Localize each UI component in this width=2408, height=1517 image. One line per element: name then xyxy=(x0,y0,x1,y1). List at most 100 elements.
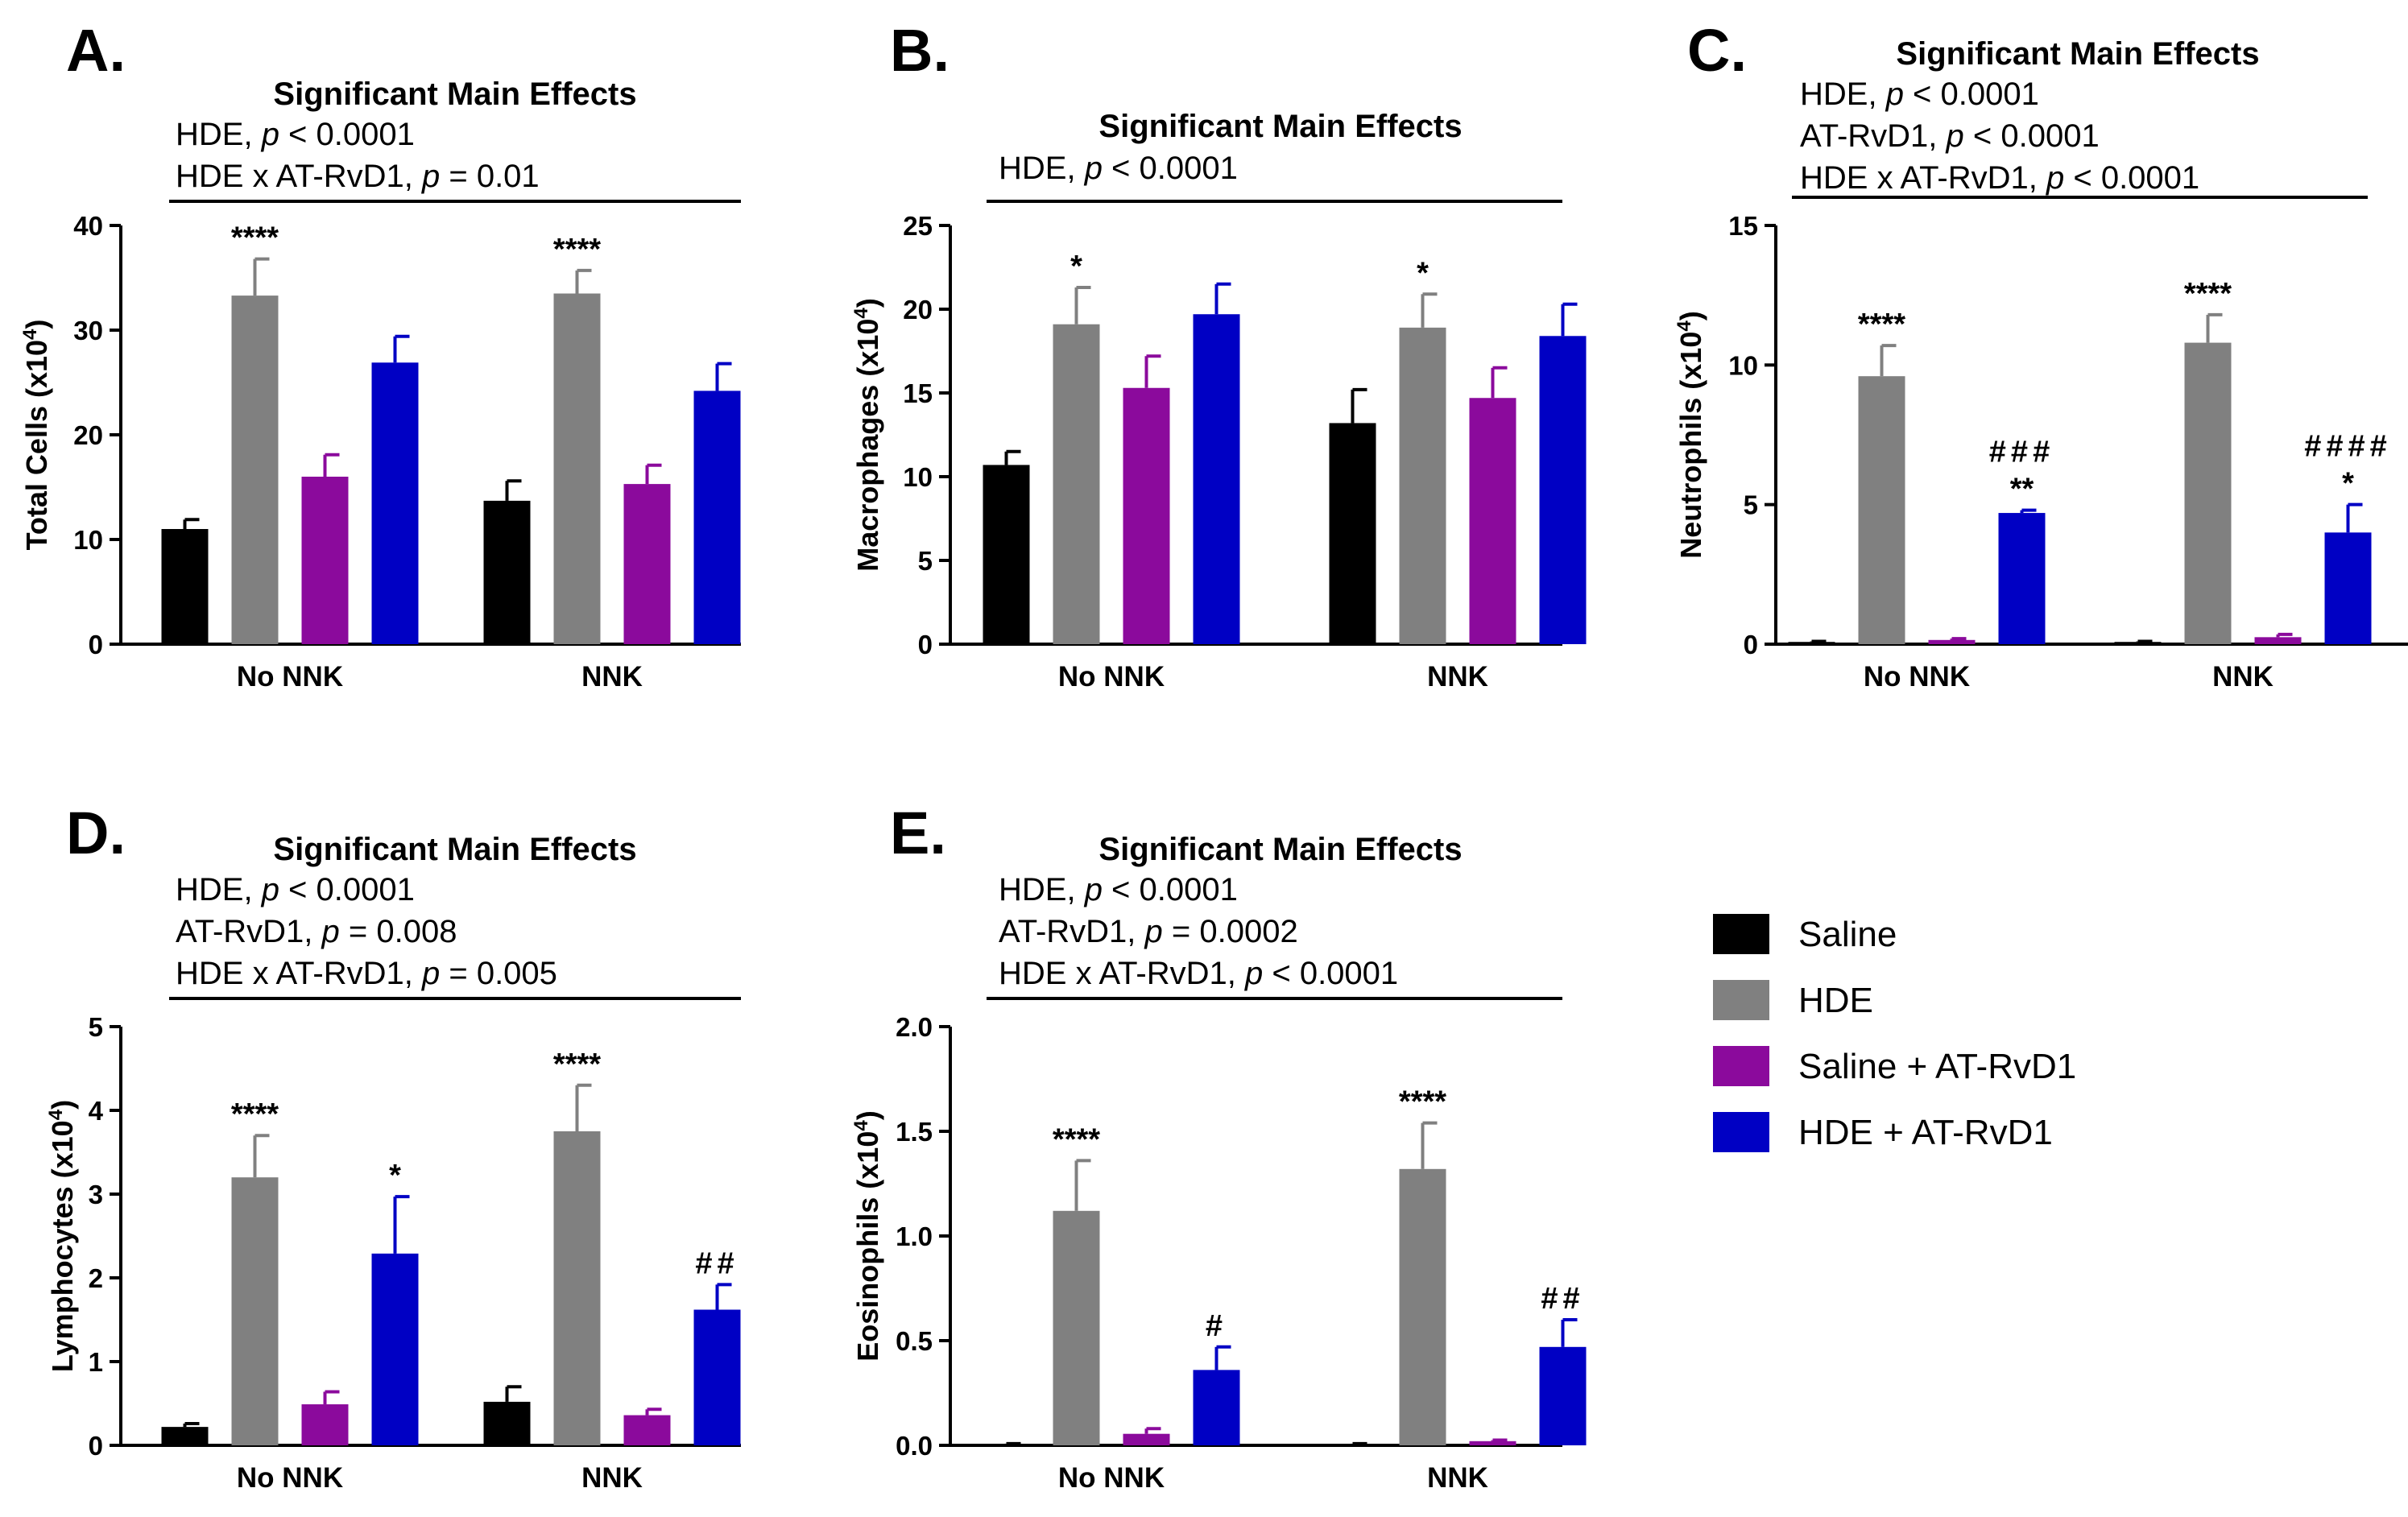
panel-c-no-nnk-s1-bar xyxy=(1858,376,1905,644)
legend-item-hde-atrvd1: HDE + AT-RvD1 xyxy=(1713,1112,2053,1152)
legend-swatch-saline xyxy=(1713,914,1769,954)
legend-swatch-hde-atrvd1 xyxy=(1713,1112,1769,1152)
panel-c-nnk-s3-significance-1: #### xyxy=(2304,430,2392,464)
panel-d: D. Significant Main Effects HDE, p < 0.000… xyxy=(45,800,741,1494)
panel-b-no-nnk-s1-significance-0: * xyxy=(1070,250,1082,283)
panel-d-ytick-label-0: 0 xyxy=(89,1431,103,1461)
panel-b-letter: B. xyxy=(890,17,950,84)
panel-d-ytick-label-2: 2 xyxy=(89,1263,103,1293)
panel-c-no-nnk-s3-bar xyxy=(1998,513,2046,644)
panel-c-nnk-s2-bar xyxy=(2254,637,2302,644)
panel-d-nnk-s1-bar xyxy=(553,1131,601,1445)
panel-d-effect-1: AT-RvD1, p = 0.008 xyxy=(176,914,457,949)
panel-a-nnk-s2-bar xyxy=(623,484,671,644)
legend-item-hde: HDE xyxy=(1713,980,1873,1020)
panel-a-effect-1: HDE x AT-RvD1, p = 0.01 xyxy=(176,159,540,194)
panel-a-no-nnk-s1-bar xyxy=(231,296,279,644)
panel-e-ytick-label-3: 1.5 xyxy=(896,1117,933,1147)
panel-b-ytick-label-0: 0 xyxy=(918,630,933,659)
panel-d-effect-0: HDE, p < 0.0001 xyxy=(176,872,415,907)
panel-a-x-category-0: No NNK xyxy=(237,661,343,692)
panel-d-letter: D. xyxy=(66,800,126,866)
panel-b-x-category-0: No NNK xyxy=(1058,661,1165,692)
panel-a: A. Significant Main Effects HDE, p < 0.000… xyxy=(19,17,741,692)
panel-e-nnk-s0-bar xyxy=(1329,1444,1376,1446)
panel-d-x-category-1: NNK xyxy=(581,1462,643,1494)
panel-c-nnk-s3-bar xyxy=(2324,532,2372,644)
panel-a-y-axis-label: Total Cells (x104) xyxy=(19,320,54,551)
panel-c-effect-0: HDE, p < 0.0001 xyxy=(1800,76,2039,112)
panel-b-effect-0: HDE, p < 0.0001 xyxy=(999,151,1238,186)
panel-d-ytick-label-1: 1 xyxy=(89,1347,103,1377)
panel-d-nnk-s0-bar xyxy=(483,1401,531,1445)
panel-c-nnk-s1-bar xyxy=(2184,342,2232,644)
panel-e-ytick-label-4: 2.0 xyxy=(896,1012,933,1042)
panel-c-ytick-label-3: 15 xyxy=(1728,211,1758,241)
panel-e-nnk-s3-bar xyxy=(1539,1346,1587,1445)
panel-c-effect-1: AT-RvD1, p < 0.0001 xyxy=(1800,118,2100,154)
panel-a-nnk-s1-significance-0: **** xyxy=(553,233,601,267)
panel-c-nnk-s1-significance-0: **** xyxy=(2184,277,2232,311)
panel-b-ytick-label-4: 20 xyxy=(903,295,933,324)
panel-e-ytick-label-1: 0.5 xyxy=(896,1326,933,1356)
panel-d-no-nnk-s1-bar xyxy=(231,1177,279,1445)
panel-a-no-nnk-s2-bar xyxy=(301,477,349,644)
panel-a-no-nnk-s1-significance-0: **** xyxy=(231,221,279,255)
panel-d-ytick-label-4: 4 xyxy=(89,1096,104,1126)
panel-c-ytick-label-1: 5 xyxy=(1744,490,1758,520)
legend-label-saline: Saline xyxy=(1798,915,1897,954)
panel-d-ytick-label-3: 3 xyxy=(89,1180,103,1209)
panel-b-no-nnk-s3-bar xyxy=(1193,314,1240,644)
legend-label-hde-atrvd1: HDE + AT-RvD1 xyxy=(1798,1113,2053,1152)
panel-d-effects-title: Significant Main Effects xyxy=(273,832,636,867)
panel-a-effect-0: HDE, p < 0.0001 xyxy=(176,117,415,152)
panel-e-no-nnk-s3-bar xyxy=(1193,1370,1240,1445)
panel-e-y-axis-label: Eosinophils (x104) xyxy=(850,1110,885,1361)
panel-d-nnk-s2-bar xyxy=(623,1415,671,1445)
panel-a-no-nnk-s3-bar xyxy=(371,362,419,644)
panel-a-no-nnk-s0-bar xyxy=(161,529,209,644)
panel-b-y-axis-label: Macrophages (x104) xyxy=(850,298,885,571)
panel-c-no-nnk-s1-significance-0: **** xyxy=(1858,308,1905,341)
panel-c-ytick-label-2: 10 xyxy=(1728,350,1758,380)
panel-b-effects-title: Significant Main Effects xyxy=(1098,109,1462,144)
panel-d-no-nnk-s2-bar xyxy=(301,1404,349,1445)
panel-d-y-axis-label: Lymphocytes (x104) xyxy=(45,1100,80,1372)
panel-e-effect-2: HDE x AT-RvD1, p < 0.0001 xyxy=(999,956,1398,991)
panel-b-nnk-s1-significance-0: * xyxy=(1417,256,1429,290)
legend-swatch-hde xyxy=(1713,980,1769,1020)
panel-a-ytick-label-1: 10 xyxy=(73,525,103,555)
panel-b: B. Significant Main Effects HDE, p < 0.000… xyxy=(850,17,1587,692)
panel-b-ytick-label-5: 25 xyxy=(903,211,933,241)
panel-d-no-nnk-s1-significance-0: **** xyxy=(231,1097,279,1131)
panel-c-no-nnk-s2-bar xyxy=(1928,639,1976,644)
legend-swatch-saline-atrvd1 xyxy=(1713,1046,1769,1086)
panel-b-nnk-s0-bar xyxy=(1329,423,1376,644)
panel-c-no-nnk-s3-significance-1: ### xyxy=(1989,436,2054,469)
panel-d-nnk-s1-significance-0: **** xyxy=(553,1048,601,1081)
panel-c-letter: C. xyxy=(1687,17,1747,84)
panel-a-ytick-label-2: 20 xyxy=(73,420,103,450)
legend-item-saline-atrvd1: Saline + AT-RvD1 xyxy=(1713,1046,2076,1086)
panel-e-no-nnk-s1-significance-0: **** xyxy=(1053,1122,1100,1156)
panel-b-nnk-s1-bar xyxy=(1399,327,1446,644)
panel-a-x-category-1: NNK xyxy=(581,661,643,692)
panel-c-effect-2: HDE x AT-RvD1, p < 0.0001 xyxy=(1800,160,2199,196)
panel-b-no-nnk-s1-bar xyxy=(1053,324,1100,644)
panel-b-nnk-s2-bar xyxy=(1469,398,1516,644)
panel-d-effect-2: HDE x AT-RvD1, p = 0.005 xyxy=(176,956,557,991)
panel-c-effects-title: Significant Main Effects xyxy=(1896,36,2259,72)
panel-d-nnk-s3-significance-0: ## xyxy=(695,1246,739,1280)
panel-a-nnk-s0-bar xyxy=(483,500,531,644)
panel-b-ytick-label-3: 15 xyxy=(903,378,933,408)
panel-c-x-category-0: No NNK xyxy=(1864,661,1970,692)
panel-e-no-nnk-s2-bar xyxy=(1123,1433,1170,1445)
panel-a-nnk-s3-bar xyxy=(693,391,741,644)
panel-a-ytick-label-0: 0 xyxy=(89,630,103,659)
legend-item-saline: Saline xyxy=(1713,914,1897,954)
panel-e-effect-1: AT-RvD1, p = 0.0002 xyxy=(999,914,1298,949)
panel-a-nnk-s1-bar xyxy=(553,293,601,644)
panel-d-no-nnk-s0-bar xyxy=(161,1427,209,1445)
legend: Saline HDE Saline + AT-RvD1 HDE + AT-RvD… xyxy=(1713,914,2076,1152)
